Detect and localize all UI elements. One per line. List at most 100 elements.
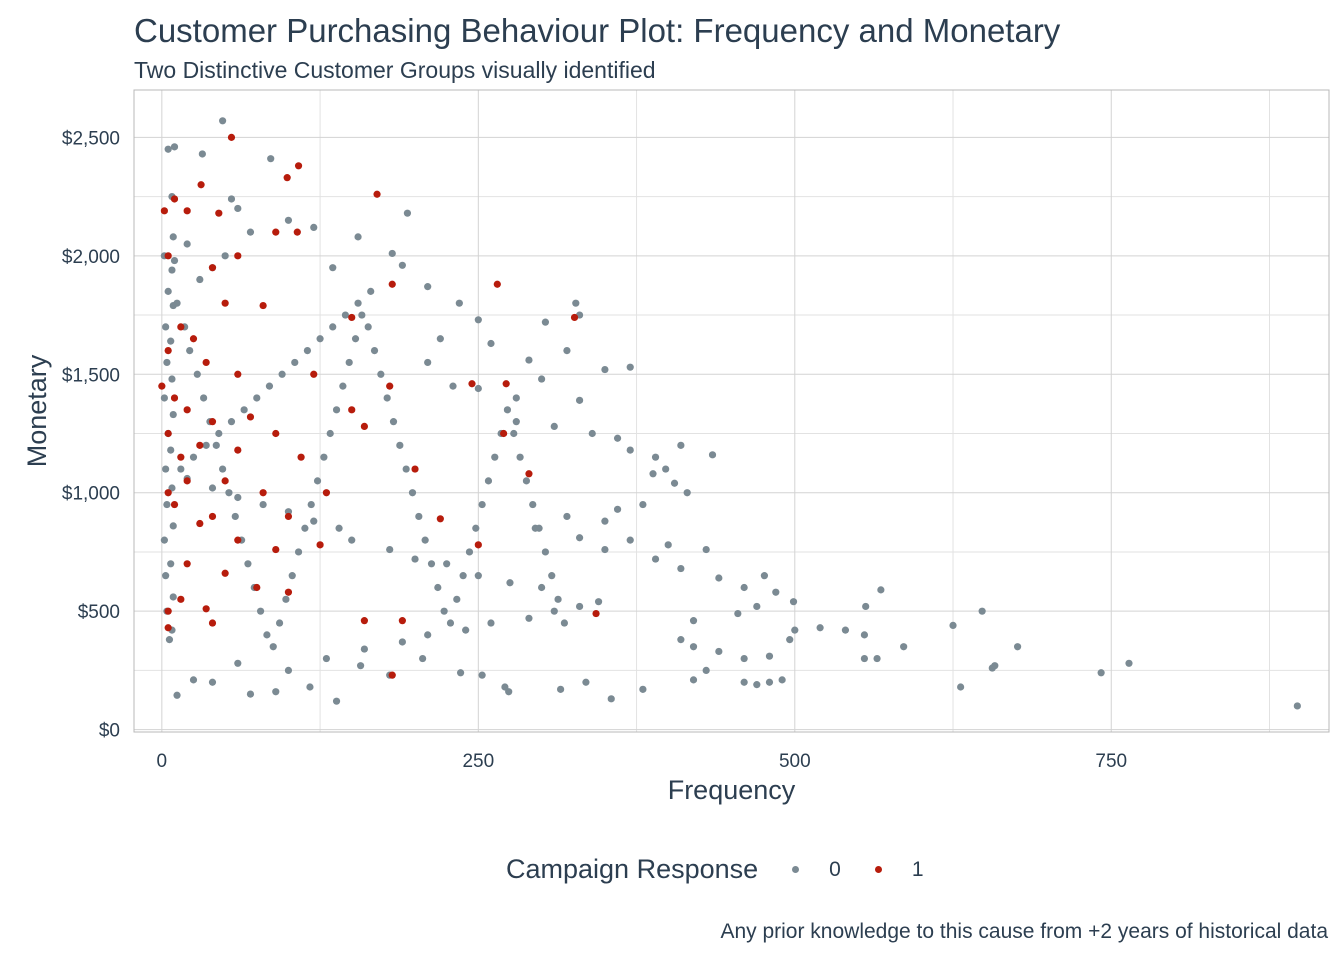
- data-point-0: [465, 548, 474, 556]
- data-point-1: [284, 588, 293, 596]
- legend: Campaign Response 0 1: [506, 854, 958, 885]
- data-point-0: [389, 418, 398, 426]
- data-point-1: [246, 413, 255, 421]
- x-tick-label: 750: [1095, 751, 1127, 772]
- data-point-0: [383, 394, 391, 402]
- data-point-0: [988, 664, 996, 672]
- data-point-0: [294, 548, 303, 556]
- data-point-0: [689, 643, 698, 651]
- data-point-0: [765, 678, 774, 686]
- data-point-1: [189, 335, 198, 343]
- y-tick-label: $2,500: [62, 128, 120, 149]
- data-point-0: [740, 583, 748, 592]
- data-point-0: [550, 607, 558, 615]
- data-point-0: [316, 335, 324, 343]
- data-point-0: [219, 465, 227, 473]
- plot-panel-border: [133, 89, 1330, 733]
- data-point-0: [664, 541, 672, 549]
- data-point-1: [348, 313, 356, 322]
- data-point-0: [651, 453, 660, 461]
- data-point-0: [501, 683, 509, 691]
- data-point-0: [160, 394, 168, 402]
- data-point-0: [162, 572, 170, 580]
- data-point-0: [221, 252, 229, 260]
- x-tick-label: 500: [779, 751, 811, 772]
- data-point-0: [386, 545, 394, 554]
- data-point-0: [167, 560, 175, 568]
- data-point-0: [626, 536, 634, 544]
- data-point-0: [789, 598, 798, 606]
- data-point-1: [227, 133, 236, 141]
- data-point-0: [256, 607, 265, 615]
- data-point-0: [212, 441, 220, 449]
- data-point-1: [164, 429, 172, 438]
- data-point-0: [163, 358, 171, 367]
- data-point-0: [607, 695, 615, 703]
- data-point-0: [424, 283, 432, 291]
- data-point-1: [164, 489, 172, 497]
- data-point-0: [453, 595, 461, 603]
- data-point-0: [575, 602, 584, 611]
- data-point-0: [478, 500, 486, 509]
- data-point-0: [651, 555, 660, 563]
- data-point-0: [715, 647, 723, 656]
- data-point-1: [348, 406, 356, 414]
- data-point-0: [326, 429, 334, 438]
- data-point-1: [215, 209, 223, 217]
- data-point-0: [588, 429, 596, 438]
- data-point-0: [200, 394, 208, 402]
- data-point-0: [339, 382, 347, 390]
- data-point-1: [202, 605, 210, 613]
- data-point-0: [345, 358, 353, 367]
- data-point-1: [259, 301, 267, 310]
- data-point-0: [601, 517, 609, 525]
- data-point-0: [259, 500, 267, 509]
- data-point-1: [592, 609, 600, 618]
- data-point-0: [957, 683, 965, 691]
- data-point-0: [275, 619, 284, 627]
- data-point-1: [283, 174, 291, 182]
- data-point-1: [183, 560, 191, 568]
- data-point-0: [484, 477, 493, 485]
- data-point-1: [177, 323, 185, 331]
- y-tick-label: $500: [78, 602, 120, 623]
- data-point-0: [708, 451, 717, 459]
- data-point-1: [468, 380, 476, 388]
- data-point-0: [677, 636, 685, 644]
- data-point-1: [398, 617, 406, 625]
- data-point-0: [472, 524, 480, 532]
- data-point-0: [367, 287, 375, 295]
- data-point-1: [221, 477, 229, 485]
- data-point-0: [170, 143, 179, 151]
- data-point-0: [377, 370, 385, 378]
- data-point-0: [873, 654, 881, 663]
- data-point-1: [164, 624, 172, 632]
- x-tick-label: 0: [157, 751, 168, 772]
- data-point-1: [208, 418, 217, 426]
- data-point-1: [360, 617, 368, 625]
- data-point-0: [462, 626, 470, 634]
- data-point-0: [455, 299, 463, 307]
- data-point-1: [234, 370, 242, 378]
- data-point-0: [734, 609, 742, 618]
- data-point-0: [186, 346, 194, 355]
- data-point-0: [310, 517, 318, 525]
- data-point-1: [316, 541, 324, 549]
- data-point-0: [267, 155, 275, 163]
- x-axis-title: Frequency: [668, 775, 796, 805]
- data-point-0: [169, 410, 177, 419]
- data-point-1: [570, 313, 579, 322]
- data-point-0: [503, 406, 512, 414]
- data-point-0: [215, 429, 223, 438]
- data-point-1: [183, 477, 191, 485]
- data-point-0: [613, 434, 622, 442]
- data-point-0: [265, 382, 274, 390]
- data-point-0: [613, 505, 622, 513]
- data-point-0: [411, 555, 419, 563]
- data-point-0: [525, 614, 533, 622]
- data-point-0: [572, 299, 580, 307]
- legend-dot-1: [874, 866, 882, 873]
- data-point-1: [272, 228, 280, 236]
- data-point-0: [538, 583, 546, 592]
- data-point-0: [398, 261, 406, 269]
